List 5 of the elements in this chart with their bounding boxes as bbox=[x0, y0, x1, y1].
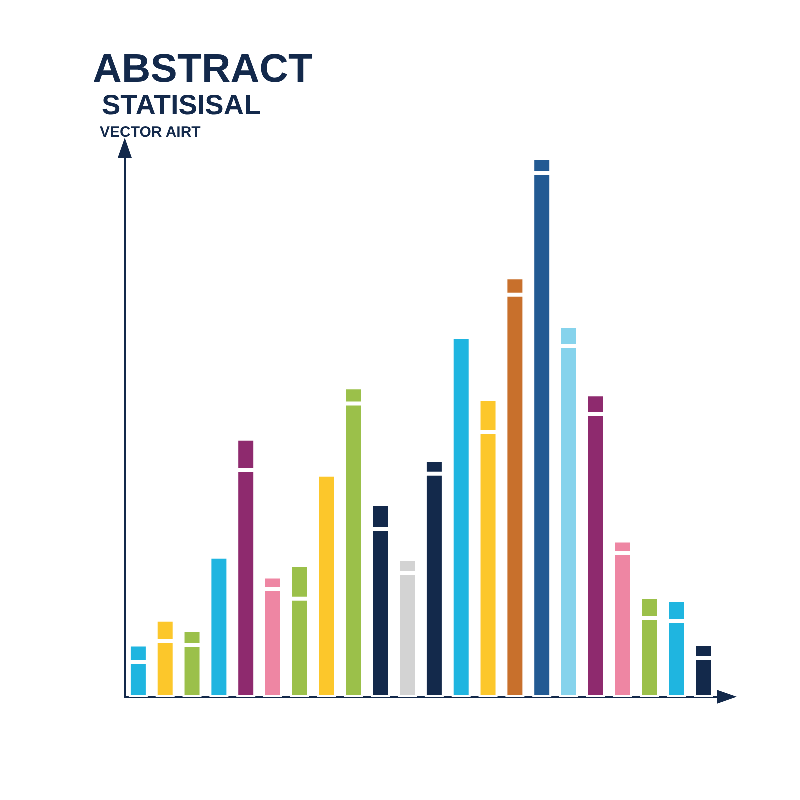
chart-title: ABSTRACT bbox=[93, 47, 313, 91]
bar bbox=[210, 556, 229, 697]
bar bbox=[317, 474, 336, 697]
text: VECTOR AIRT bbox=[100, 124, 201, 141]
chart-subtitle: STATISISAL bbox=[102, 90, 262, 120]
